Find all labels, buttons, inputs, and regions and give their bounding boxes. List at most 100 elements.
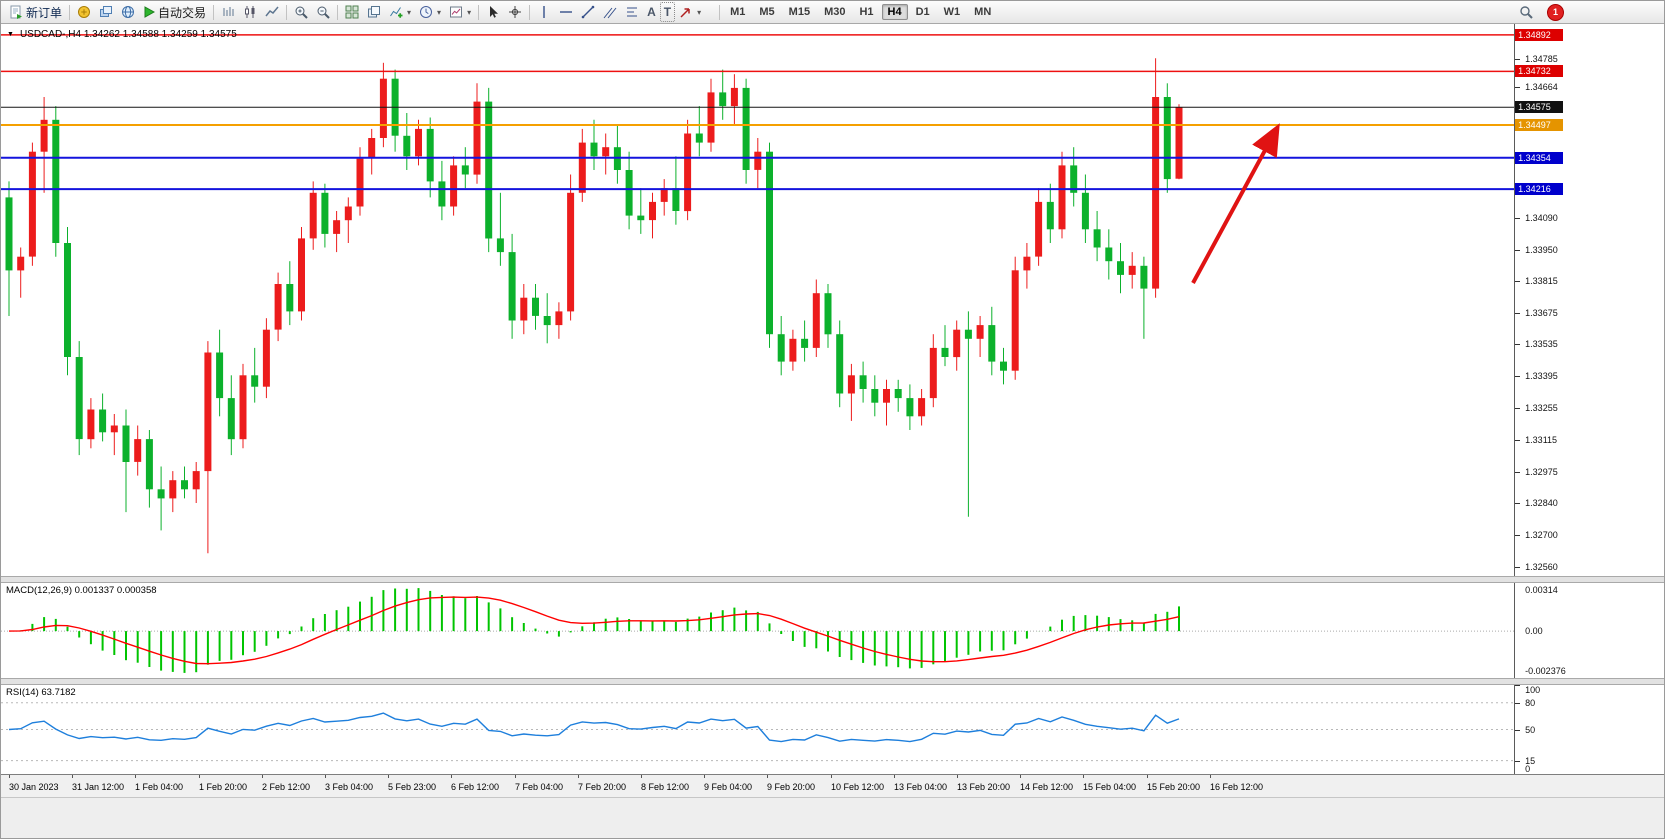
rsi-level-label: 50: [1525, 725, 1535, 735]
toolbar-separator: [213, 5, 214, 20]
trendline-tool-button[interactable]: [577, 2, 599, 22]
text-tool-button[interactable]: A: [643, 2, 660, 22]
cursor-icon: [486, 5, 500, 19]
vertical-line-icon: [537, 5, 551, 19]
price-label: 1.32560: [1525, 562, 1558, 572]
data-window-button[interactable]: [95, 2, 117, 22]
time-label: 8 Feb 12:00: [641, 782, 689, 792]
macd-canvas[interactable]: MACD(12,26,9) 0.001337 0.000358: [1, 583, 1514, 678]
main-pane-row: ▼ USDCAD-,H4 1.34262 1.34588 1.34259 1.3…: [1, 24, 1664, 576]
symbol-ohlc-info: USDCAD-,H4 1.34262 1.34588 1.34259 1.345…: [20, 29, 237, 40]
terminal-window: 新订单 自动交易: [0, 0, 1665, 839]
time-label: 1 Feb 04:00: [135, 782, 183, 792]
time-label: 7 Feb 04:00: [515, 782, 563, 792]
new-order-icon: [9, 5, 23, 19]
autotrading-label: 自动交易: [158, 4, 206, 21]
rsi-svg: [1, 685, 1514, 774]
time-axis[interactable]: 30 Jan 202331 Jan 12:001 Feb 04:001 Feb …: [1, 774, 1664, 797]
timeframe-button-M1[interactable]: M1: [724, 4, 751, 20]
price-label: 1.32840: [1525, 498, 1558, 508]
line-chart-icon: [265, 5, 279, 19]
toolbar-separator: [478, 5, 479, 20]
toolbar-separator: [719, 5, 720, 20]
macd-axis[interactable]: 0.00314 0.00 -0.002376: [1514, 583, 1664, 678]
time-label: 30 Jan 2023: [9, 782, 59, 792]
zoom-in-button[interactable]: [290, 2, 312, 22]
channel-icon: [603, 5, 617, 19]
macd-label: MACD(12,26,9) 0.001337 0.000358: [6, 585, 157, 596]
one-click-trading-toggle[interactable]: ▼: [7, 31, 14, 38]
timeframe-button-MN[interactable]: MN: [968, 4, 997, 20]
toolbar: 新订单 自动交易: [1, 1, 1664, 24]
time-label: 15 Feb 20:00: [1147, 782, 1200, 792]
rsi-level-label: 80: [1525, 698, 1535, 708]
time-label: 1 Feb 20:00: [199, 782, 247, 792]
search-icon: [1519, 5, 1533, 19]
rsi-axis[interactable]: 1008050150: [1514, 685, 1664, 774]
indicators-button[interactable]: ▾: [385, 2, 415, 22]
tile-windows-button[interactable]: [341, 2, 363, 22]
tile-windows-icon: [345, 5, 359, 19]
timeframe-button-M5[interactable]: M5: [753, 4, 780, 20]
macd-zero-label: 0.00: [1525, 626, 1543, 636]
notification-badge[interactable]: 1: [1547, 4, 1564, 21]
price-label: 1.33815: [1525, 276, 1558, 286]
price-label: 1.34785: [1525, 54, 1558, 64]
timeframe-button-D1[interactable]: D1: [910, 4, 936, 20]
candlestick-mode-button[interactable]: [239, 2, 261, 22]
timeframe-button-W1[interactable]: W1: [938, 4, 967, 20]
time-label: 2 Feb 12:00: [262, 782, 310, 792]
cascade-windows-button[interactable]: [363, 2, 385, 22]
main-chart-canvas[interactable]: ▼ USDCAD-,H4 1.34262 1.34588 1.34259 1.3…: [1, 24, 1514, 576]
rsi-canvas[interactable]: RSI(14) 63.7182: [1, 685, 1514, 774]
web-button[interactable]: [117, 2, 139, 22]
indicators-icon: [389, 5, 403, 19]
price-badge: 1.34575: [1515, 101, 1563, 113]
pane-splitter[interactable]: [1, 678, 1664, 685]
zoom-out-button[interactable]: [312, 2, 334, 22]
zoom-out-icon: [316, 5, 330, 19]
time-label: 13 Feb 20:00: [957, 782, 1010, 792]
time-label: 10 Feb 12:00: [831, 782, 884, 792]
arrows-tool-button[interactable]: ▾: [675, 2, 705, 22]
crosshair-tool-button[interactable]: [504, 2, 526, 22]
fibonacci-icon: [625, 5, 639, 19]
price-label: 1.33675: [1525, 308, 1558, 318]
timeframe-button-H4[interactable]: H4: [882, 4, 908, 20]
autotrading-button[interactable]: 自动交易: [139, 2, 210, 22]
text-label-tool-icon: T: [664, 5, 671, 19]
vertical-line-tool-button[interactable]: [533, 2, 555, 22]
horizontal-line-tool-button[interactable]: [555, 2, 577, 22]
line-chart-mode-button[interactable]: [261, 2, 283, 22]
dropdown-caret-icon: ▾: [407, 8, 411, 17]
timeframe-button-M30[interactable]: M30: [818, 4, 851, 20]
fibonacci-tool-button[interactable]: [621, 2, 643, 22]
timeframe-button-M15[interactable]: M15: [783, 4, 816, 20]
price-badge: 1.34354: [1515, 152, 1563, 164]
price-label: 1.33950: [1525, 245, 1558, 255]
time-label: 15 Feb 04:00: [1083, 782, 1136, 792]
cursor-tool-button[interactable]: [482, 2, 504, 22]
timeframe-button-H1[interactable]: H1: [853, 4, 879, 20]
price-label: 1.33395: [1525, 371, 1558, 381]
price-label: 1.32975: [1525, 467, 1558, 477]
window-footer: [1, 797, 1664, 839]
pane-splitter[interactable]: [1, 576, 1664, 583]
new-order-button[interactable]: 新订单: [5, 2, 66, 22]
market-button[interactable]: [73, 2, 95, 22]
zoom-in-icon: [294, 5, 308, 19]
time-label: 9 Feb 04:00: [704, 782, 752, 792]
rsi-pane-row: RSI(14) 63.7182 1008050150: [1, 685, 1664, 774]
time-label: 6 Feb 12:00: [451, 782, 499, 792]
candlestick-icon: [243, 5, 257, 19]
main-price-axis[interactable]: 1.347851.346641.340901.339501.338151.336…: [1514, 24, 1664, 576]
trend-arrow: [1193, 132, 1275, 283]
periods-button[interactable]: ▾: [415, 2, 445, 22]
templates-button[interactable]: ▾: [445, 2, 475, 22]
text-label-tool-button[interactable]: T: [660, 2, 675, 22]
price-label: 1.32700: [1525, 530, 1558, 540]
bar-chart-mode-button[interactable]: [217, 2, 239, 22]
channel-tool-button[interactable]: [599, 2, 621, 22]
price-badge: 1.34892: [1515, 29, 1563, 41]
search-button[interactable]: [1515, 2, 1537, 22]
